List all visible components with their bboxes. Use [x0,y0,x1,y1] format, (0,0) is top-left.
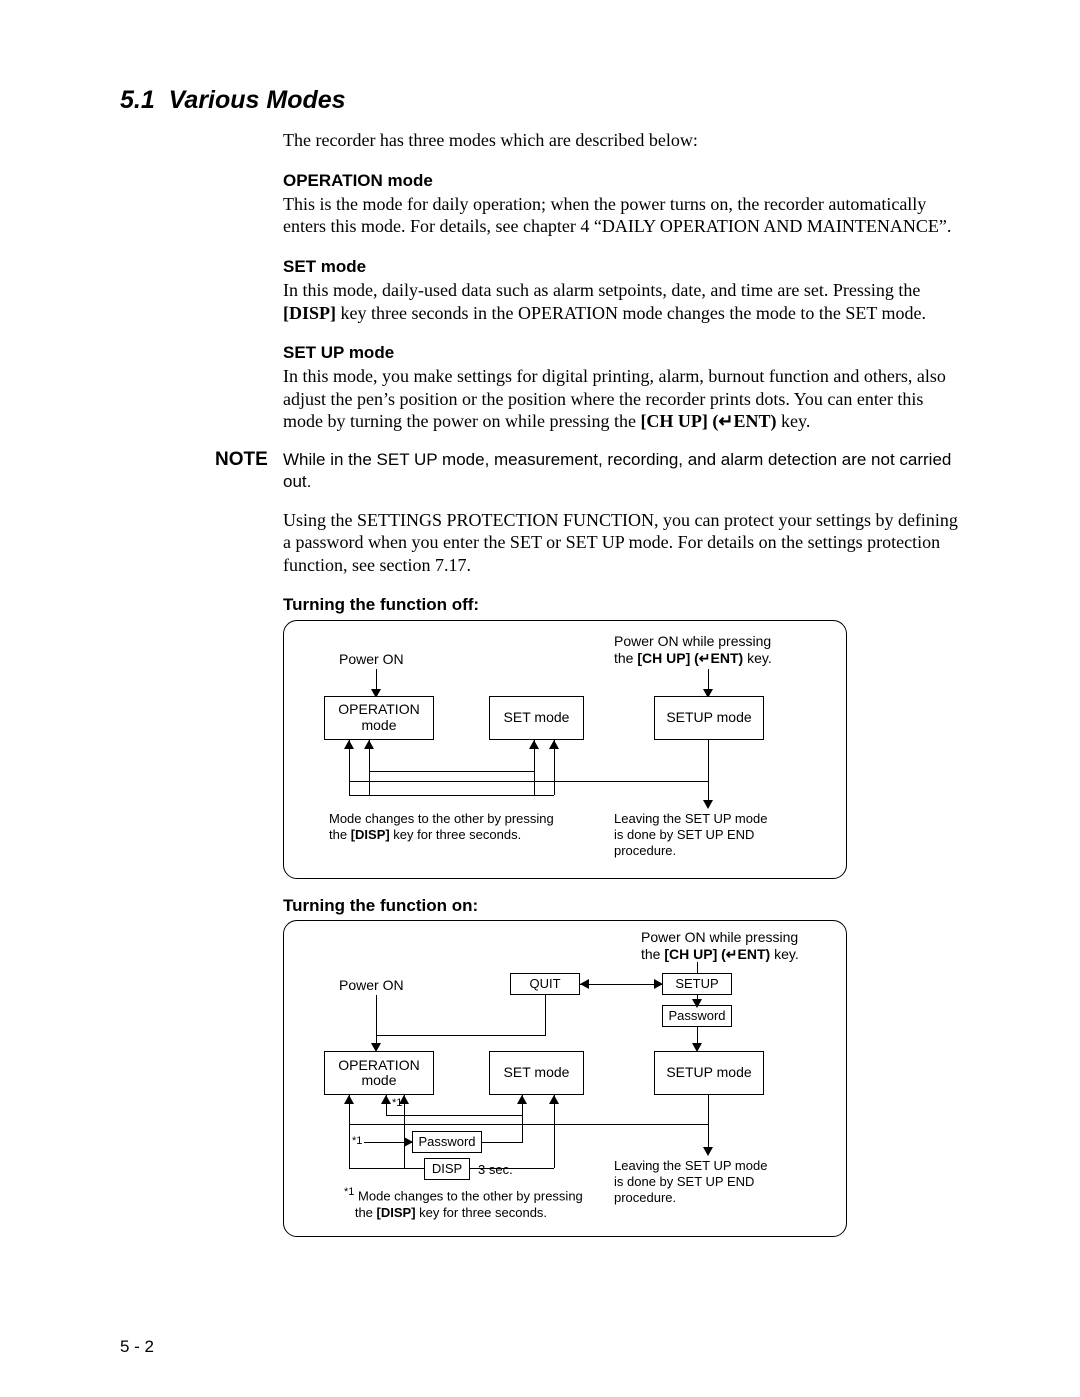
d2-password2-box: Password [412,1131,482,1153]
note-block: NOTE While in the SET UP mode, measureme… [120,449,960,493]
d2-footnote: *1 Mode changes to the other by pressing… [344,1186,583,1221]
note-body: While in the SET UP mode, measurement, r… [283,449,960,493]
section-number: 5.1 [120,86,155,114]
d1-chup-text: Power ON while pressing the [CH UP] (↵EN… [614,633,772,668]
d2-disp-box: DISP [424,1158,470,1180]
section-name: Various Modes [169,86,346,114]
d2-star1b: *1 [352,1135,362,1149]
d2-operation-box: OPERATION mode [324,1051,434,1095]
set-heading: SET mode [283,256,960,277]
operation-heading: OPERATION mode [283,170,960,191]
turn-off-heading: Turning the function off: [283,594,960,615]
page-number: 5 - 2 [120,1337,154,1357]
turn-on-heading: Turning the function on: [283,895,960,916]
section-title: 5.1 Various Modes [120,86,960,115]
d2-leaving: Leaving the SET UP mode is done by SET U… [614,1158,767,1207]
d1-set-box: SET mode [489,696,584,740]
d1-operation-box: OPERATION mode [324,696,434,740]
d2-setup-small-box: SETUP [662,973,732,995]
protection-text: Using the SETTINGS PROTECTION FUNCTION, … [283,509,960,577]
d2-password-box: Password [662,1005,732,1027]
operation-text: This is the mode for daily operation; wh… [283,193,960,238]
diagram-off: Power ON Power ON while pressing the [CH… [283,620,847,879]
d2-setup-box: SETUP mode [654,1051,764,1095]
d2-chup-text: Power ON while pressing the [CH UP] (↵EN… [641,929,799,964]
d2-3sec: 3 sec. [478,1162,513,1178]
d2-power-on: Power ON [339,977,404,995]
note-label: NOTE [215,449,283,493]
intro-text: The recorder has three modes which are d… [283,129,960,152]
setup-heading: SET UP mode [283,342,960,363]
setup-text: In this mode, you make settings for digi… [283,365,960,433]
d1-mode-changes: Mode changes to the other by pressing th… [329,811,554,844]
d1-power-on: Power ON [339,651,404,669]
diagram-on: Power ON while pressing the [CH UP] (↵EN… [283,920,847,1237]
d2-set-box: SET mode [489,1051,584,1095]
d1-setup-box: SETUP mode [654,696,764,740]
set-text: In this mode, daily-used data such as al… [283,279,960,324]
d1-leaving: Leaving the SET UP mode is done by SET U… [614,811,767,860]
d2-quit-box: QUIT [510,973,580,995]
